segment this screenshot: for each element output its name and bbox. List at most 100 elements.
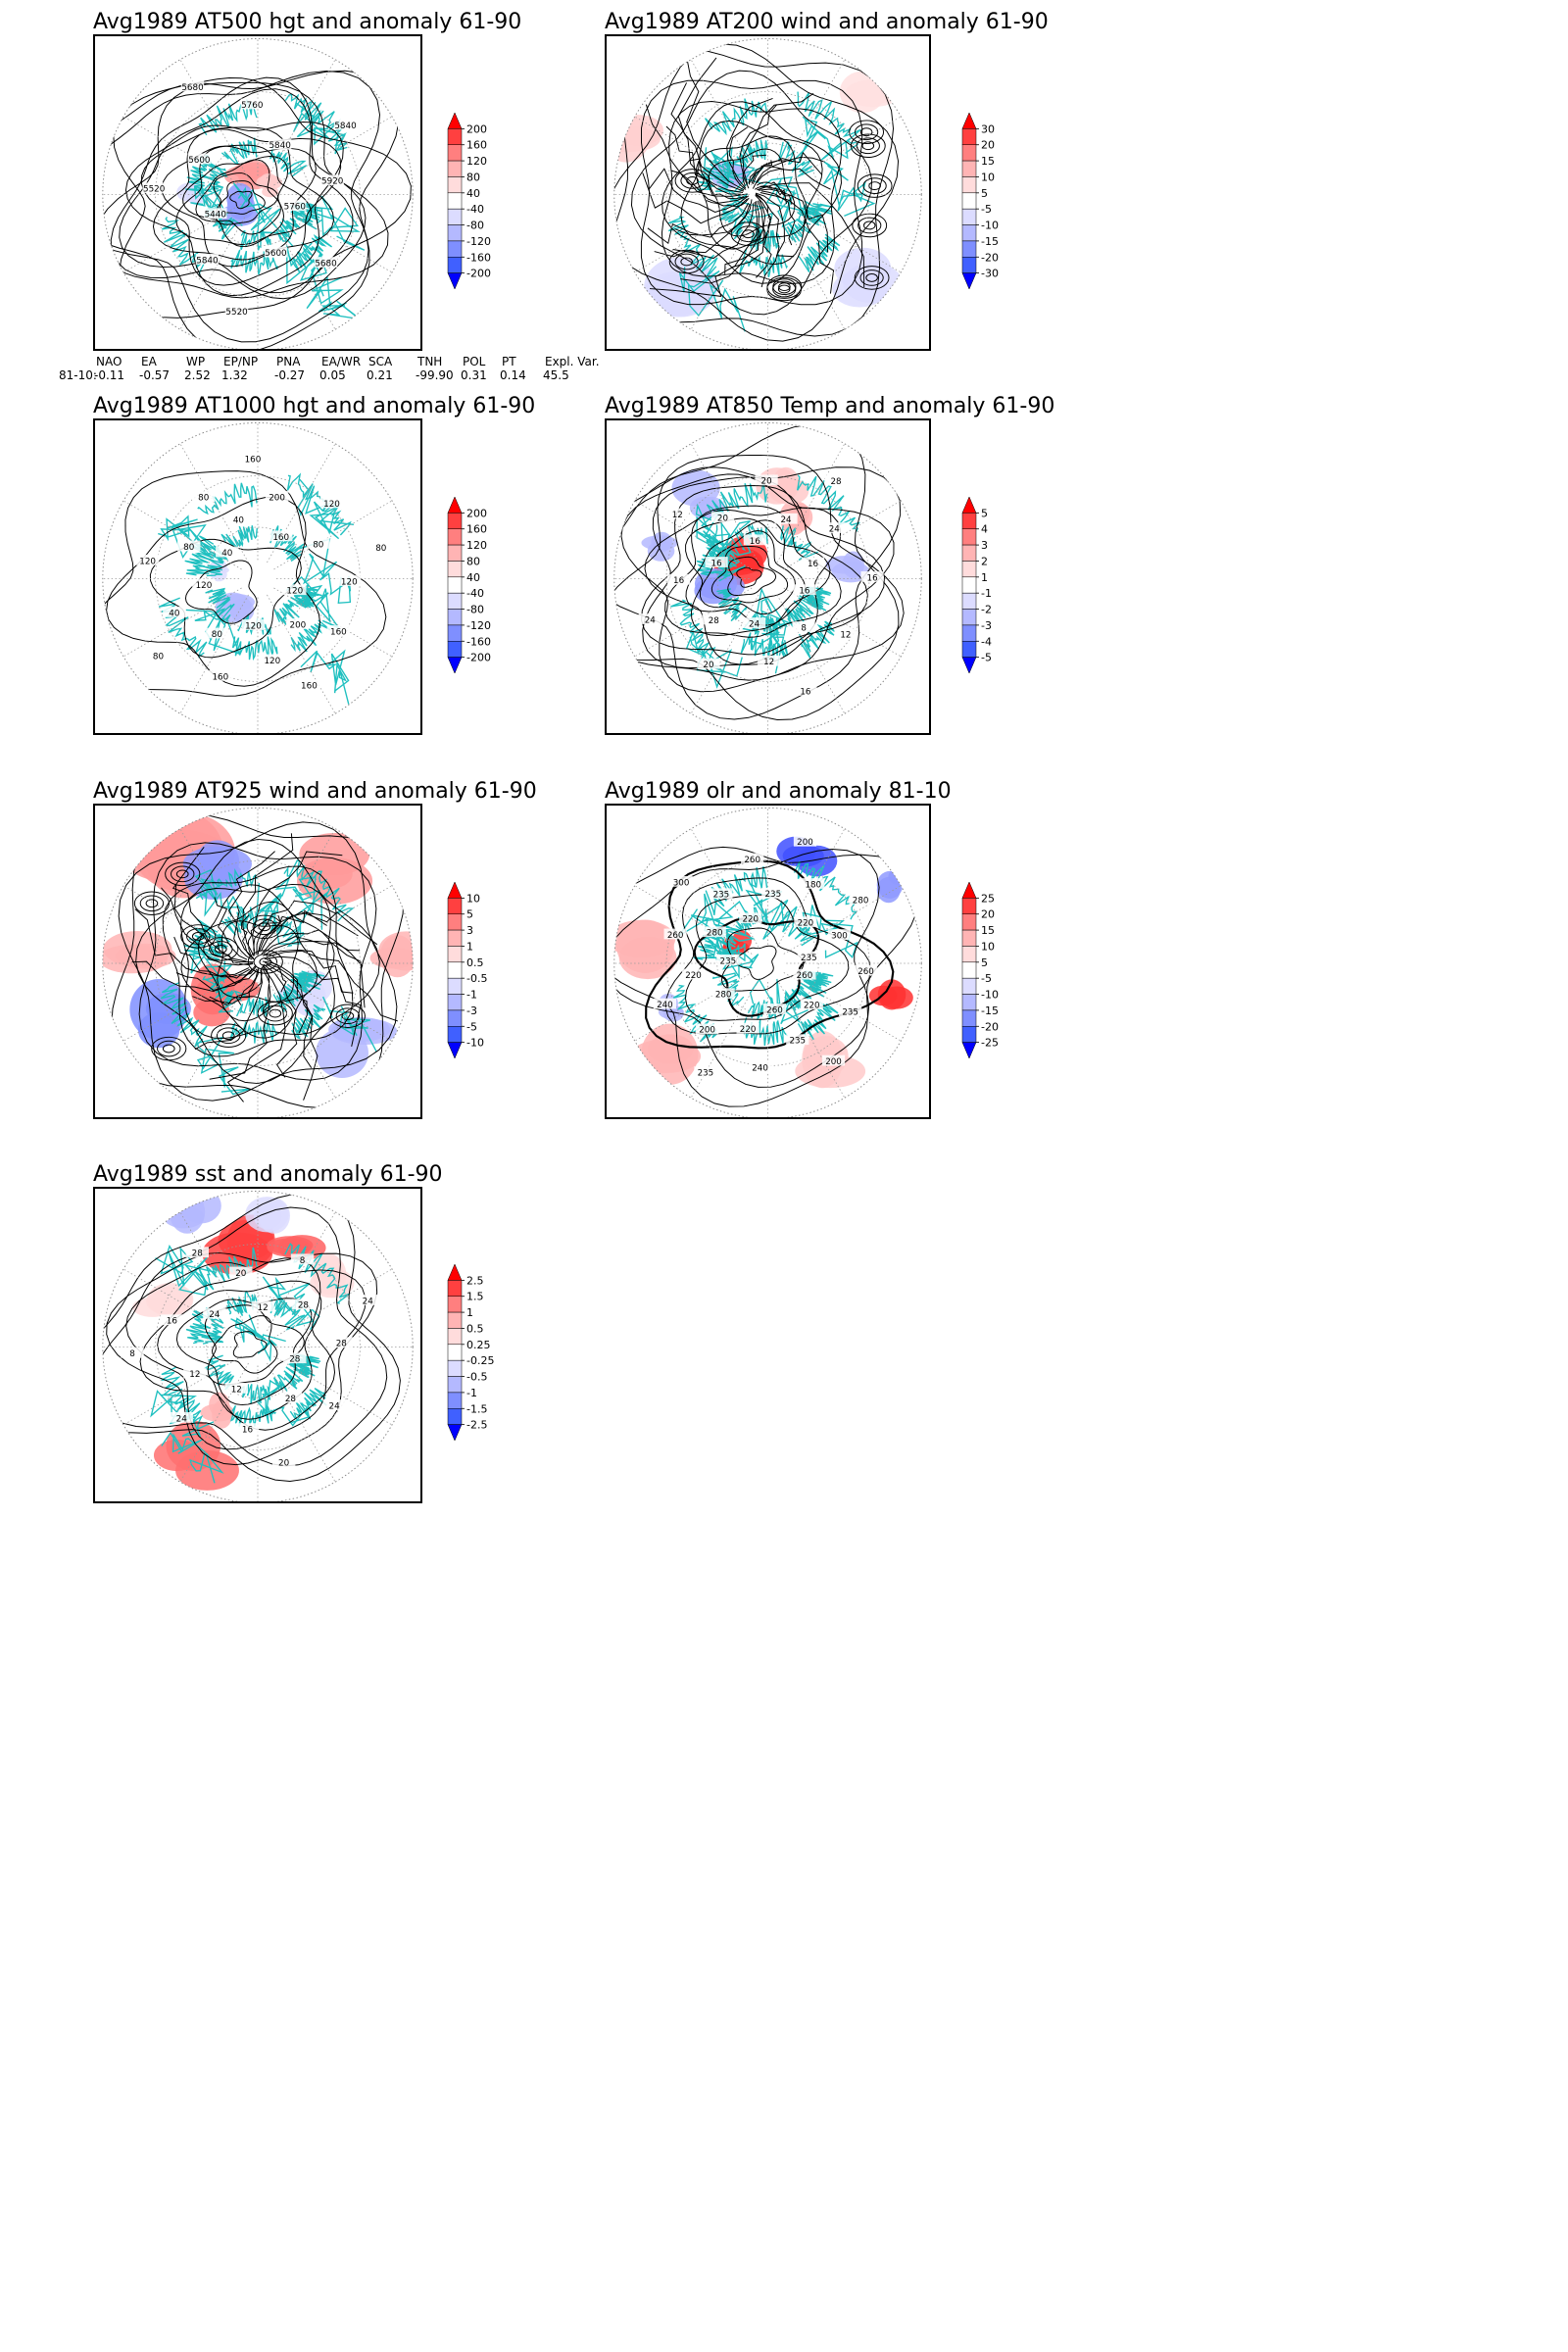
contour-label: 12 (672, 511, 683, 520)
colorbar-tick-label: 4 (981, 523, 988, 536)
equator-circle (102, 422, 414, 733)
contour-label: 160 (245, 456, 262, 466)
lat-lon-grid (102, 422, 414, 733)
colorbar-svg: 10 5 3 1 0.5 -0.5 -1 -3 -5 -10 (447, 881, 487, 1059)
colorbar-tick-label: -20 (981, 251, 999, 264)
contour-label: 24 (780, 515, 791, 525)
colorbar-tick-label: -200 (466, 652, 491, 664)
contour-label: 120 (139, 557, 156, 566)
colorbar-swatch (447, 881, 463, 899)
contour-label: 120 (245, 621, 262, 631)
panel-title: Avg1989 sst and anomaly 61-90 (93, 1162, 443, 1187)
contour-label: 80 (375, 544, 387, 554)
contour-label: 20 (703, 661, 713, 670)
colorbar: 10 5 3 1 0.5 -0.5 -1 -3 -5 -10 (446, 881, 505, 1059)
map-frame: 5760 5680 5600 5520 5840 5440 5520 5600 5680 5760… (93, 34, 422, 351)
teleconnection-table: NAO EA WP EP/NP PNA EA/WR SCA TNH POL PT Expl. Var… (59, 355, 600, 384)
panel-title: Avg1989 AT850 Temp and anomaly 61-90 (605, 394, 1055, 418)
contour-label: 120 (323, 500, 340, 510)
contour-label: 28 (192, 1250, 203, 1259)
colorbar-swatch (961, 544, 977, 562)
equator-circle (613, 422, 922, 733)
colorbar-tick-label: -15 (981, 235, 999, 248)
contour-label: 120 (341, 577, 358, 587)
index-header: Expl. Var. (545, 355, 600, 368)
colorbar-swatch (447, 544, 463, 562)
colorbar-tick-label: 15 (981, 155, 995, 168)
colorbar-swatch (447, 1328, 463, 1346)
map-frame (605, 34, 931, 351)
colorbar-swatch (961, 609, 977, 626)
colorbar-swatch (447, 128, 463, 145)
colorbar-svg: 5 4 3 2 1 -1 -2 -3 -4 -5 (961, 496, 992, 674)
colorbar-tick-label: -0.25 (466, 1354, 494, 1367)
contour-label: 16 (242, 1425, 254, 1435)
contour-label: 235 (698, 1068, 714, 1078)
contour-label: 8 (129, 1349, 135, 1359)
colorbar-tick-label: 200 (466, 507, 487, 519)
index-header: WP (186, 355, 206, 368)
anomaly-patch (641, 1023, 699, 1085)
anomaly-patch (618, 936, 677, 980)
colorbar-tick-label: 20 (981, 908, 995, 921)
contour-label: 5600 (265, 249, 287, 259)
contour-label: 180 (806, 880, 822, 890)
contour-label: 28 (285, 1395, 296, 1404)
map-frame: 260 235 220 200 235 260 240 220 235 200 280 240 220 2… (605, 804, 931, 1119)
polar-map: 260 235 220 200 235 260 240 220 235 200 280 240 220 2… (613, 808, 922, 1117)
colorbar-swatch (961, 576, 977, 594)
polar-map (613, 38, 922, 349)
polar-map: 16 12 8 16 12 24 20 28 24 16 16 12 20 16 20 24 28 24 16 16 (613, 422, 922, 733)
colorbar-tick-label: 2 (981, 555, 988, 567)
colorbar-tick-label: -25 (981, 1037, 999, 1050)
contour-label: 8 (801, 623, 807, 633)
contour-label: 200 (290, 620, 307, 630)
contour-label: 12 (231, 1385, 242, 1395)
colorbar-svg: 2.5 1.5 1 0.5 0.25 -0.25 -0.5 -1 -1.5 -2.5 (447, 1263, 494, 1442)
colorbar-tick-label: -40 (466, 203, 484, 216)
colorbar-tick-label: -10 (466, 1037, 484, 1050)
anomaly-patch (229, 598, 255, 622)
colorbar-tick-label: -0.5 (466, 972, 487, 985)
contour-label: 235 (713, 891, 730, 901)
contour-label: 5920 (321, 177, 344, 187)
contour-label: 80 (183, 543, 195, 553)
colorbar-tick-label: 40 (466, 571, 480, 584)
colorbar-swatch (447, 513, 463, 529)
contour-label: 200 (825, 1057, 842, 1067)
colorbar-tick-label: -80 (466, 604, 484, 616)
contour-label: 280 (715, 991, 732, 1001)
colorbar-swatch (447, 946, 463, 963)
colorbar-swatch (961, 657, 977, 674)
colorbar-swatch (447, 176, 463, 194)
colorbar-swatch (447, 208, 463, 225)
anomaly-patch (694, 577, 732, 605)
contour-label: 220 (804, 1001, 820, 1010)
contour-label: 28 (298, 1301, 309, 1311)
colorbar-swatch (961, 112, 977, 129)
colorbar-swatch (447, 1359, 463, 1377)
contour-label: 220 (740, 1025, 757, 1035)
contour-label: 40 (221, 549, 233, 559)
contour-label: 28 (289, 1355, 300, 1365)
contour-label: 5680 (315, 259, 337, 269)
colorbar-tick-label: -3 (981, 619, 992, 632)
contour-label: 24 (363, 1297, 374, 1306)
contour-label: 12 (763, 658, 774, 667)
contour-label: 160 (330, 627, 347, 637)
colorbar-tick-label: 1.5 (466, 1291, 484, 1303)
polar-map: 28 24 28 20 16 12 24 12 8 16 24 28 20 12 8 28 24 28 (102, 1191, 414, 1501)
colorbar-tick-label: 160 (466, 523, 487, 536)
anomaly-patch (102, 944, 168, 974)
contour-labels: 28 24 28 20 16 12 24 12 8 16 24 28 20 12 8 28 24 28 (121, 1247, 379, 1469)
colorbar-swatch (447, 1042, 463, 1059)
contour-label: 16 (711, 559, 722, 568)
contour-label: 160 (212, 672, 228, 682)
colorbar-tick-label: -1 (981, 587, 992, 600)
polar-map: 5760 5680 5600 5520 5840 5440 5520 5600 5680 5760… (102, 38, 414, 349)
colorbar-swatch (961, 513, 977, 529)
colorbar-tick-label: 10 (981, 940, 995, 953)
panel-title: Avg1989 AT500 hgt and anomaly 61-90 (93, 10, 522, 34)
colorbar-swatch (447, 192, 463, 210)
contour-label: 235 (720, 956, 737, 966)
